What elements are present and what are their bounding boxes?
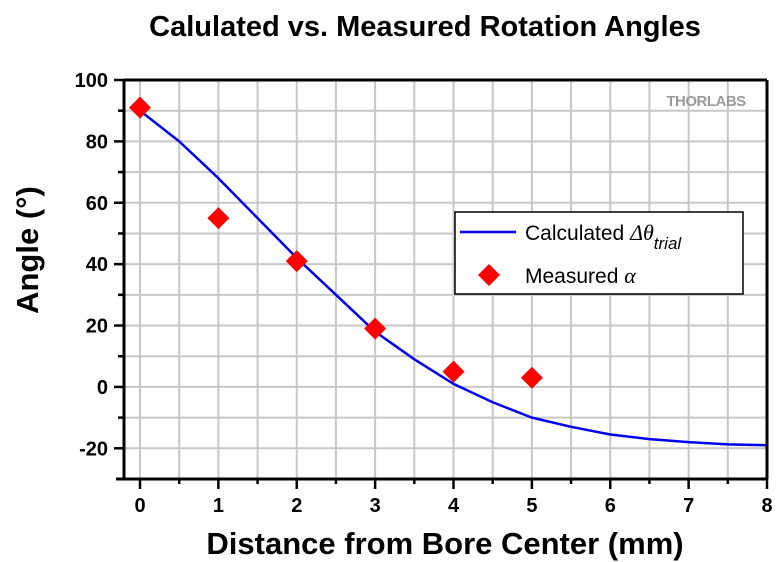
measured-point [364, 317, 387, 340]
measured-point [520, 366, 543, 389]
x-tick-label: 0 [134, 495, 145, 517]
legend-calculated-subscript: trial [654, 234, 683, 253]
x-tick-label: 8 [761, 495, 772, 517]
chart-title: Calulated vs. Measured Rotation Angles [149, 11, 701, 43]
watermark-text: THORLABS [666, 93, 746, 110]
legend-label-measured: Measured α [525, 263, 636, 288]
x-tick-label: 5 [526, 495, 537, 517]
x-axis-ticks: 0 1 2 3 4 5 6 7 8 [134, 479, 773, 517]
legend-calculated-text: Calculated [525, 222, 630, 245]
legend-box [454, 211, 744, 295]
y-tick-label: 60 [86, 193, 108, 215]
axes [116, 78, 769, 481]
y-tick-label: 0 [97, 377, 108, 399]
legend-diamond-swatch [478, 264, 500, 286]
measured-point [442, 360, 465, 383]
series-measured [129, 96, 543, 389]
legend: Calculated Δθtrial Measured α [454, 211, 744, 295]
series-calculated [139, 109, 768, 447]
x-tick-label: 6 [605, 495, 616, 517]
y-tick-label: 100 [75, 70, 108, 92]
x-tick-label: 7 [683, 495, 694, 517]
thorlabs-logo: THORLABS [666, 93, 746, 110]
y-tick-label: 80 [86, 131, 108, 153]
legend-measured-text: Measured [525, 265, 624, 288]
legend-label-calculated: Calculated Δθtrial [525, 220, 682, 253]
calculated-curve [139, 109, 768, 447]
measured-point [285, 250, 308, 273]
legend-calculated-symbol: Δθ [629, 220, 654, 245]
legend-measured-symbol: α [624, 263, 636, 288]
x-tick-label: 3 [370, 495, 381, 517]
y-tick-label: -20 [79, 438, 108, 460]
x-tick-label: 2 [291, 495, 302, 517]
x-tick-label: 1 [213, 495, 224, 517]
x-tick-label: 4 [448, 495, 460, 517]
y-axis-ticks: -20 0 20 40 60 80 100 [75, 70, 124, 481]
x-axis-label: Distance from Bore Center (mm) [206, 526, 683, 561]
measured-point [129, 96, 151, 119]
y-tick-label: 20 [86, 316, 108, 338]
measured-point [207, 207, 230, 230]
y-tick-label: 40 [86, 254, 108, 276]
y-axis-label: Angle (°) [10, 186, 45, 314]
